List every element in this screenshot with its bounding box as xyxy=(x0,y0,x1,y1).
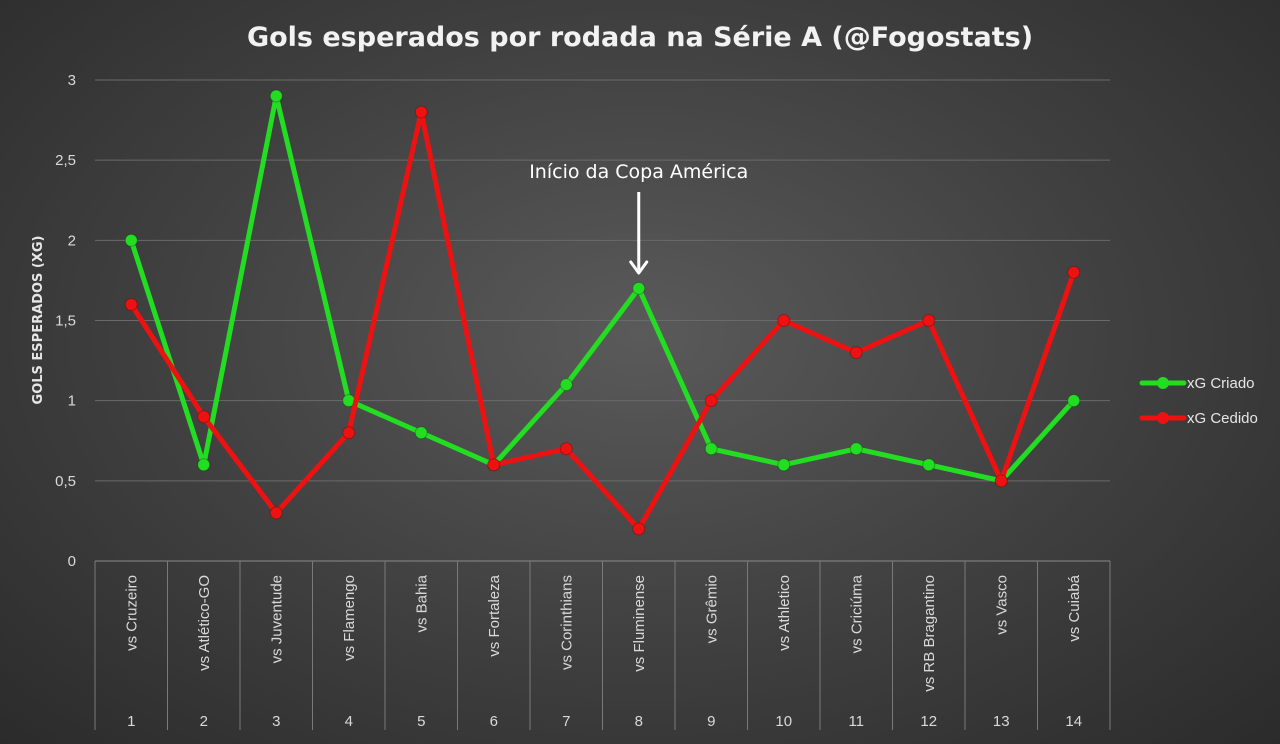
x-tick-label: vs Flamengo xyxy=(341,575,358,661)
round-number: 11 xyxy=(848,713,864,730)
series-line xyxy=(128,93,1077,484)
series-lines xyxy=(124,89,1081,536)
annotation-arrow-head xyxy=(629,260,649,275)
data-point xyxy=(559,378,573,392)
data-point xyxy=(777,314,791,327)
x-tick-label: vs Fortaleza xyxy=(486,574,503,656)
round-number: 5 xyxy=(417,713,425,730)
legend-label: xG Cedido xyxy=(1187,410,1258,427)
data-point xyxy=(704,442,718,456)
x-axis: vs Cruzeiro 1 vs Atlético-GO 2 vs Juventude 3… xyxy=(94,561,1111,730)
data-point xyxy=(124,297,138,311)
round-number: 3 xyxy=(272,713,280,730)
x-tick-label: vs Criciúma xyxy=(848,574,865,653)
legend-label: xG Criado xyxy=(1187,375,1255,392)
data-point xyxy=(1067,265,1081,279)
round-number: 13 xyxy=(993,713,1010,730)
data-point xyxy=(487,458,501,472)
data-point xyxy=(197,410,211,424)
legend-swatch-marker xyxy=(1157,412,1169,424)
legend-swatch-marker xyxy=(1157,377,1169,389)
x-tick-label: vs Cruzeiro xyxy=(123,575,140,651)
x-tick-label: vs Cuiabá xyxy=(1066,574,1083,641)
round-number: 2 xyxy=(200,713,208,730)
round-number: 6 xyxy=(490,713,498,730)
y-tick-label: 1 xyxy=(68,393,76,410)
data-point xyxy=(559,442,573,456)
x-tick-label: vs Corinthians xyxy=(558,575,575,670)
y-tick-label: 1,5 xyxy=(55,313,76,330)
x-tick-label: vs Vasco xyxy=(993,575,1010,635)
y-tick-label: 2 xyxy=(68,232,76,249)
x-tick-label: vs Fluminense xyxy=(631,575,648,672)
data-point xyxy=(269,506,283,520)
x-tick-label: vs Grêmio xyxy=(703,575,720,643)
y-tick-label: 0 xyxy=(68,553,76,570)
copa-america-annotation: Início da Copa América xyxy=(529,161,748,275)
data-point xyxy=(849,346,863,360)
data-point xyxy=(777,458,791,472)
x-tick-label: vs Bahia xyxy=(413,574,430,632)
y-tick-label: 2,5 xyxy=(55,152,76,169)
data-point xyxy=(269,89,283,103)
data-point xyxy=(849,442,863,456)
round-number: 1 xyxy=(127,713,135,730)
data-point xyxy=(994,474,1008,488)
data-point xyxy=(922,314,936,327)
y-tick-label: 3 xyxy=(68,72,76,89)
y-axis-ticks: 0 0,5 1 1,5 2 2,5 3 xyxy=(55,72,76,570)
data-point xyxy=(342,426,356,440)
y-axis-label: GOLS ESPERADOS (XG) xyxy=(31,236,46,405)
data-point xyxy=(197,458,211,472)
data-point xyxy=(704,394,718,408)
x-tick-label: vs RB Bragantino xyxy=(921,575,938,692)
round-number: 4 xyxy=(345,713,353,730)
data-point xyxy=(922,458,936,472)
round-number: 12 xyxy=(920,713,937,730)
x-tick-label: vs Juventude xyxy=(268,575,285,663)
data-point xyxy=(632,281,646,295)
y-tick-label: 0,5 xyxy=(55,473,76,490)
data-point xyxy=(124,233,138,247)
data-point xyxy=(1067,394,1081,408)
chart-title: Gols esperados por rodada na Série A (@F… xyxy=(247,22,1033,53)
data-point xyxy=(414,105,428,119)
x-tick-label: vs Atlético-GO xyxy=(196,575,213,671)
data-point xyxy=(414,426,428,440)
round-number: 8 xyxy=(635,713,643,730)
round-number: 7 xyxy=(562,713,570,730)
round-number: 14 xyxy=(1065,713,1082,730)
x-tick-label: vs Athletico xyxy=(776,575,793,651)
data-point xyxy=(632,522,646,536)
annotation-text: Início da Copa América xyxy=(529,161,748,183)
series-line xyxy=(128,109,1077,532)
round-number: 9 xyxy=(707,713,715,730)
round-number: 10 xyxy=(775,713,792,730)
legend: xG Criado xG Cedido xyxy=(1139,375,1258,427)
